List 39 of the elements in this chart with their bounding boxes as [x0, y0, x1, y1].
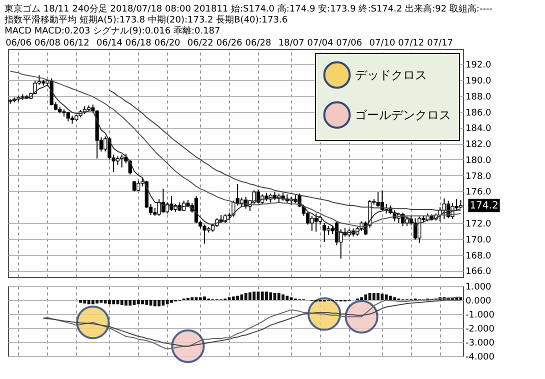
x-tick-label: 07/10 — [369, 38, 396, 48]
x-tick-label: 06/28 — [245, 38, 272, 48]
y-tick-label: 0.000 — [466, 296, 492, 306]
x-tick-label: 06/14 — [96, 38, 123, 48]
x-tick-label: 06/06 — [6, 38, 32, 48]
y-tick-label: 170.0 — [466, 235, 492, 246]
x-tick-label: 06/20 — [154, 38, 181, 48]
x-tick-label: 18/07 — [278, 38, 304, 48]
x-tick-label: 07/06 — [336, 38, 362, 48]
y-tick-label: 182.0 — [466, 140, 492, 150]
chart-subtitle: 指数平滑移動平均 短期A(5):173.8 中期(20):173.2 長期B(40):173.6 MACD MACD:0.203 シグナル(9):0.016 乖離:0.187 — [4, 14, 288, 36]
x-tick-label: 06/22 — [187, 38, 214, 48]
chart-title: 東京ゴム 18/11 240分足 2018/07/18 08:00 201811 始:S174.0 高:174.9 安:173.9 終:S174.2 出来高:92 取組高:---- — [4, 4, 492, 14]
y-tick-label: -1.000 — [466, 310, 495, 320]
y-tick-label: -3.000 — [466, 338, 495, 348]
y-tick-label: 178.0 — [466, 172, 492, 182]
y-tick-label: 184.0 — [466, 124, 492, 134]
y-tick-label: 172.0 — [466, 219, 492, 230]
y-tick-label: 192.0 — [466, 60, 492, 71]
legend-label: デッドクロス — [355, 68, 427, 82]
y-tick-label: 1.000 — [466, 282, 492, 292]
x-tick-label: 06/26 — [216, 38, 243, 48]
y-tick-label: 190.0 — [466, 76, 492, 86]
x-tick-label: 07/04 — [307, 38, 334, 48]
y-tick-label: -4.000 — [466, 352, 495, 362]
y-tick-label: 166.0 — [466, 267, 492, 278]
x-tick-label: 07/12 — [398, 38, 424, 48]
y-tick-label: 168.0 — [466, 251, 492, 262]
y-tick-label: -2.000 — [466, 324, 495, 334]
legend-label: ゴールデンクロス — [355, 108, 451, 122]
x-tick-label: 06/08 — [34, 38, 61, 48]
text: 174.2 — [470, 200, 498, 212]
y-tick-label: 180.0 — [466, 156, 492, 166]
y-tick-label: 176.0 — [466, 188, 492, 198]
y-tick-label: 186.0 — [466, 108, 492, 118]
y-tick-label: 188.0 — [466, 92, 492, 102]
x-tick-label: 06/12 — [63, 38, 90, 48]
x-tick-label: 06/18 — [125, 38, 152, 48]
x-tick-label: 07/17 — [427, 38, 454, 48]
